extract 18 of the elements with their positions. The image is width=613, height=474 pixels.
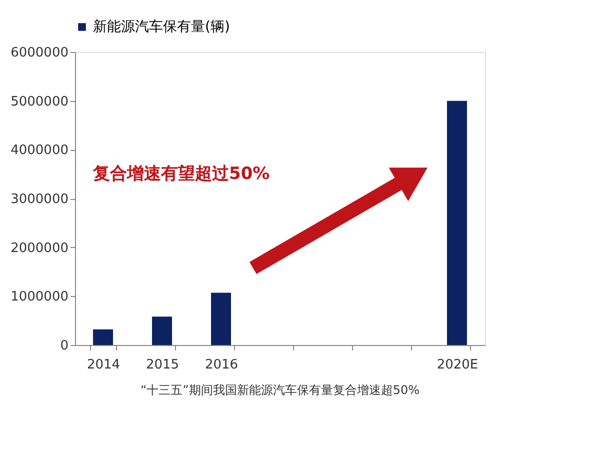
bar bbox=[446, 100, 467, 345]
y-tick-label: 4000000 bbox=[10, 143, 68, 158]
bar bbox=[152, 316, 172, 345]
annotation: 复合增速有望超过50% bbox=[92, 164, 270, 184]
y-tick-label: 0 bbox=[60, 338, 68, 354]
text: “十三五”期间我国新能源汽车保有量复合增速超50% bbox=[140, 383, 420, 397]
y-tick-label: 6000000 bbox=[10, 46, 68, 60]
y-tick-label: 3000000 bbox=[10, 192, 68, 207]
y-tick-label: 1000000 bbox=[10, 290, 68, 305]
y-tick-label: 2000000 bbox=[10, 240, 68, 256]
legend-label: 新能源汽车保有量(辆) bbox=[93, 19, 230, 35]
x-tick-label: 2014 bbox=[86, 358, 120, 372]
x-tick-label: 2016 bbox=[204, 358, 238, 372]
x-tick-label: 2020E bbox=[436, 358, 478, 372]
x-tick-label: 2015 bbox=[146, 358, 180, 372]
bar bbox=[211, 292, 232, 345]
y-tick-label: 5000000 bbox=[10, 94, 68, 110]
bar bbox=[93, 329, 114, 345]
